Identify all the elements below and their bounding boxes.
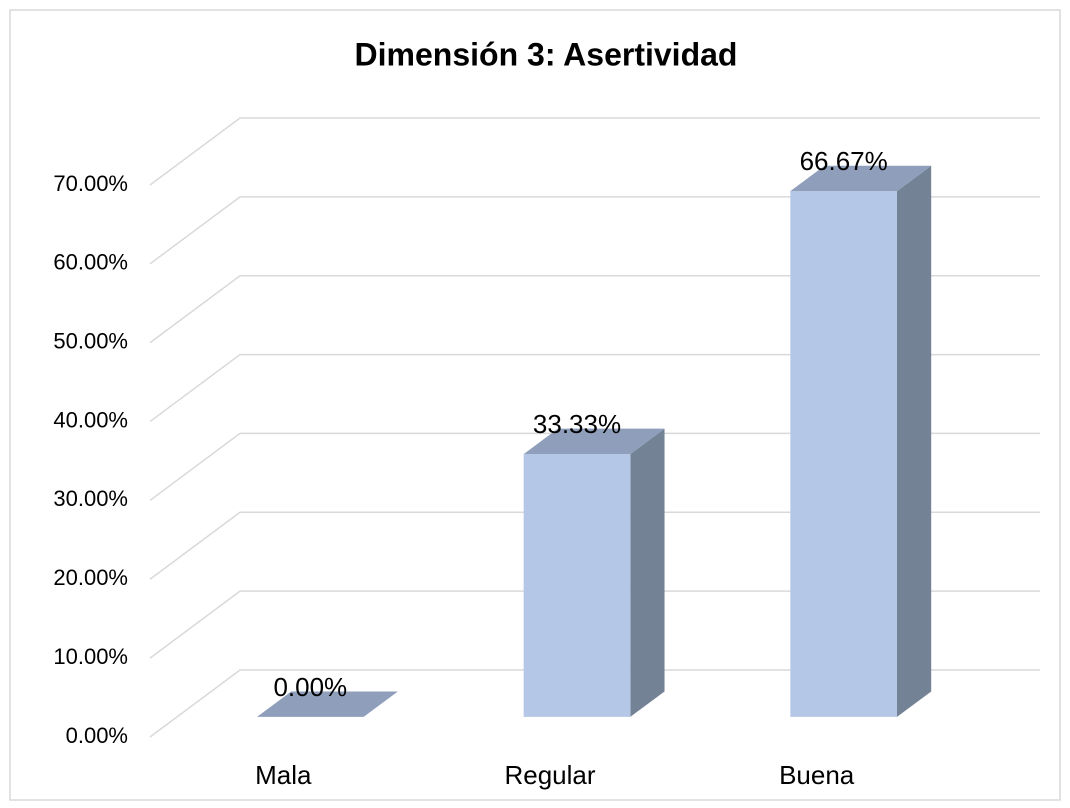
x-tick-label: Mala [255, 760, 312, 790]
grid-line [149, 274, 1040, 344]
bar-top [523, 428, 665, 455]
bar-top [257, 691, 398, 717]
grid-line [149, 117, 1040, 186]
y-tick-label: 40.00% [53, 407, 128, 432]
bar-front [790, 191, 897, 717]
x-tick-label: Regular [504, 760, 595, 790]
grid-line [149, 353, 1040, 423]
grid-line [149, 669, 1040, 738]
y-tick-label: 20.00% [53, 565, 128, 590]
grid-line [149, 432, 1040, 502]
grid-line [149, 590, 1040, 659]
bar-side [630, 428, 665, 717]
y-tick-label: 50.00% [53, 329, 128, 354]
bar-front [523, 454, 631, 717]
y-tick-label: 10.00% [53, 644, 128, 669]
bar-side [897, 165, 932, 717]
chart-title: Dimensión 3: Asertividad [355, 36, 738, 72]
grid-line [149, 511, 1040, 580]
y-tick-label: 0.00% [66, 723, 128, 748]
grid-line [149, 196, 1040, 265]
y-tick-label: 70.00% [53, 171, 128, 196]
data-label: 0.00% [273, 672, 347, 702]
data-label: 66.67% [800, 146, 888, 176]
data-label: 33.33% [533, 409, 621, 439]
bar-top [790, 165, 932, 192]
x-tick-label: Buena [779, 760, 855, 790]
y-tick-label: 60.00% [53, 250, 128, 275]
y-tick-label: 30.00% [53, 486, 128, 511]
